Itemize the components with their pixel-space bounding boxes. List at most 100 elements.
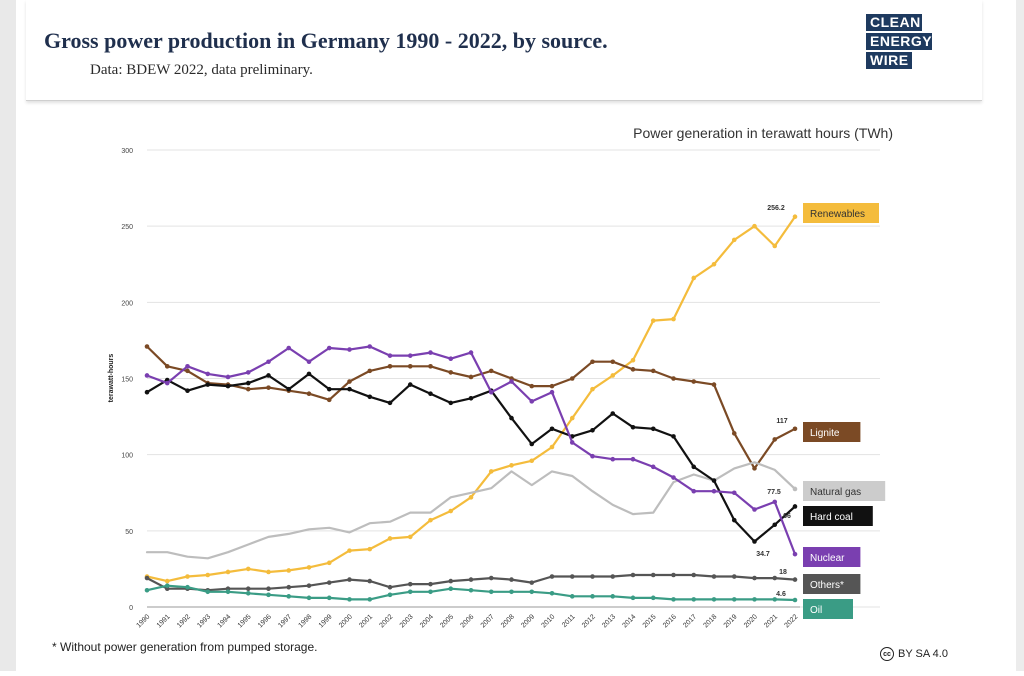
point-nuclear-2018 xyxy=(711,488,717,494)
point-lignite-2019 xyxy=(731,431,737,436)
point-nuclear-2021 xyxy=(772,499,778,505)
point-hard-coal-1999 xyxy=(326,386,332,392)
y-tick-label-200: 200 xyxy=(121,300,133,307)
point-others-1997 xyxy=(286,584,292,590)
point-hard-coal-2013 xyxy=(610,411,616,416)
x-tick-label-2021: 2021 xyxy=(763,613,779,629)
x-tick-label-2010: 2010 xyxy=(540,613,556,629)
point-oil-2004 xyxy=(428,589,433,595)
point-others-2003 xyxy=(407,581,413,587)
point-hard-coal-2003 xyxy=(407,382,413,387)
point-hard-coal-2020 xyxy=(752,539,757,544)
y-axis-label: terawatt-hours xyxy=(108,354,115,403)
point-lignite-2005 xyxy=(448,370,454,375)
point-oil-1991 xyxy=(164,583,170,588)
legend-box-hard-coal xyxy=(803,506,873,526)
point-nuclear-2002 xyxy=(387,353,393,358)
point-lignite-2007 xyxy=(488,368,494,374)
point-oil-2010 xyxy=(549,590,555,596)
x-tick-label-1991: 1991 xyxy=(156,613,172,629)
value-label-oil: 4.6 xyxy=(776,591,786,598)
x-tick-label-1992: 1992 xyxy=(176,613,192,629)
point-lignite-2014 xyxy=(630,367,636,372)
point-lignite-2010 xyxy=(549,383,555,389)
legend-label-oil: Oil xyxy=(810,605,822,616)
frame-right xyxy=(1016,0,1024,671)
point-others-2012 xyxy=(590,574,595,579)
point-renewables-2012 xyxy=(590,386,595,392)
point-renewables-2019 xyxy=(731,237,737,243)
point-renewables-2020 xyxy=(752,223,757,229)
point-nuclear-2014 xyxy=(630,456,636,462)
point-lignite-2000 xyxy=(347,379,352,384)
point-hard-coal-1992 xyxy=(185,388,190,393)
point-hard-coal-1995 xyxy=(245,380,251,386)
point-hard-coal-1990 xyxy=(144,389,150,395)
point-others-2006 xyxy=(468,577,474,582)
y-tick-label-250: 250 xyxy=(121,224,133,231)
point-others-2021 xyxy=(772,575,778,581)
point-oil-2016 xyxy=(671,597,676,602)
point-hard-coal-1996 xyxy=(266,373,271,378)
point-nuclear-2016 xyxy=(671,475,676,480)
point-oil-1996 xyxy=(266,592,271,598)
point-lignite-1995 xyxy=(245,386,251,392)
x-tick-label-2002: 2002 xyxy=(378,613,394,629)
point-nuclear-1997 xyxy=(286,345,292,351)
chart-title: Power generation in terawatt hours (TWh) xyxy=(633,125,893,141)
point-lignite-2017 xyxy=(691,379,697,384)
point-renewables-2007 xyxy=(488,469,494,474)
point-others-1996 xyxy=(266,586,271,592)
point-nuclear-2020 xyxy=(752,507,757,512)
point-lignite-2002 xyxy=(387,364,393,369)
point-others-2018 xyxy=(711,574,717,579)
point-nuclear-2000 xyxy=(347,347,352,352)
point-oil-2000 xyxy=(347,597,352,602)
point-others-2008 xyxy=(509,577,514,582)
point-hard-coal-1993 xyxy=(205,382,211,387)
point-nuclear-2012 xyxy=(590,453,595,459)
point-hard-coal-2019 xyxy=(731,517,737,523)
point-lignite-2003 xyxy=(407,364,413,369)
point-lignite-2009 xyxy=(529,383,535,389)
point-nuclear-1992 xyxy=(185,364,190,369)
header-card: Gross power production in Germany 1990 -… xyxy=(26,0,982,101)
point-hard-coal-2016 xyxy=(671,434,676,439)
point-oil-2014 xyxy=(630,595,636,601)
point-oil-2008 xyxy=(509,589,514,595)
footnote: * Without power generation from pumped s… xyxy=(52,640,318,654)
point-oil-1994 xyxy=(225,589,231,595)
point-oil-2013 xyxy=(610,594,616,599)
point-others-2017 xyxy=(691,572,697,578)
point-renewables-2001 xyxy=(367,546,373,552)
point-renewables-1997 xyxy=(286,568,292,573)
point-renewables-2015 xyxy=(650,318,656,323)
x-tick-label-2015: 2015 xyxy=(642,613,658,629)
x-tick-label-2018: 2018 xyxy=(702,613,718,629)
point-others-1990 xyxy=(144,575,150,581)
point-oil-1997 xyxy=(286,594,292,599)
point-renewables-2004 xyxy=(428,517,433,523)
point-renewables-2008 xyxy=(509,463,514,468)
point-hard-coal-1997 xyxy=(286,386,292,392)
point-hard-coal-2017 xyxy=(691,464,697,470)
point-nuclear-2013 xyxy=(610,456,616,462)
point-hard-coal-2014 xyxy=(630,424,636,430)
value-label-hard-coal: 66 xyxy=(783,513,791,520)
point-oil-2019 xyxy=(731,597,737,602)
legend-box-natural-gas xyxy=(803,481,886,501)
point-lignite-2015 xyxy=(650,368,656,374)
point-hard-coal-2012 xyxy=(590,427,595,433)
value-label-others: 18 xyxy=(779,569,787,576)
x-tick-label-2019: 2019 xyxy=(723,613,739,629)
point-lignite-1991 xyxy=(164,364,170,369)
point-renewables-1994 xyxy=(225,569,231,575)
x-tick-label-2007: 2007 xyxy=(480,613,496,629)
x-tick-label-1995: 1995 xyxy=(237,613,253,629)
page-title: Gross power production in Germany 1990 -… xyxy=(44,28,608,53)
point-oil-2009 xyxy=(529,589,535,595)
point-lignite-2020 xyxy=(752,466,757,471)
point-others-2013 xyxy=(610,574,616,579)
